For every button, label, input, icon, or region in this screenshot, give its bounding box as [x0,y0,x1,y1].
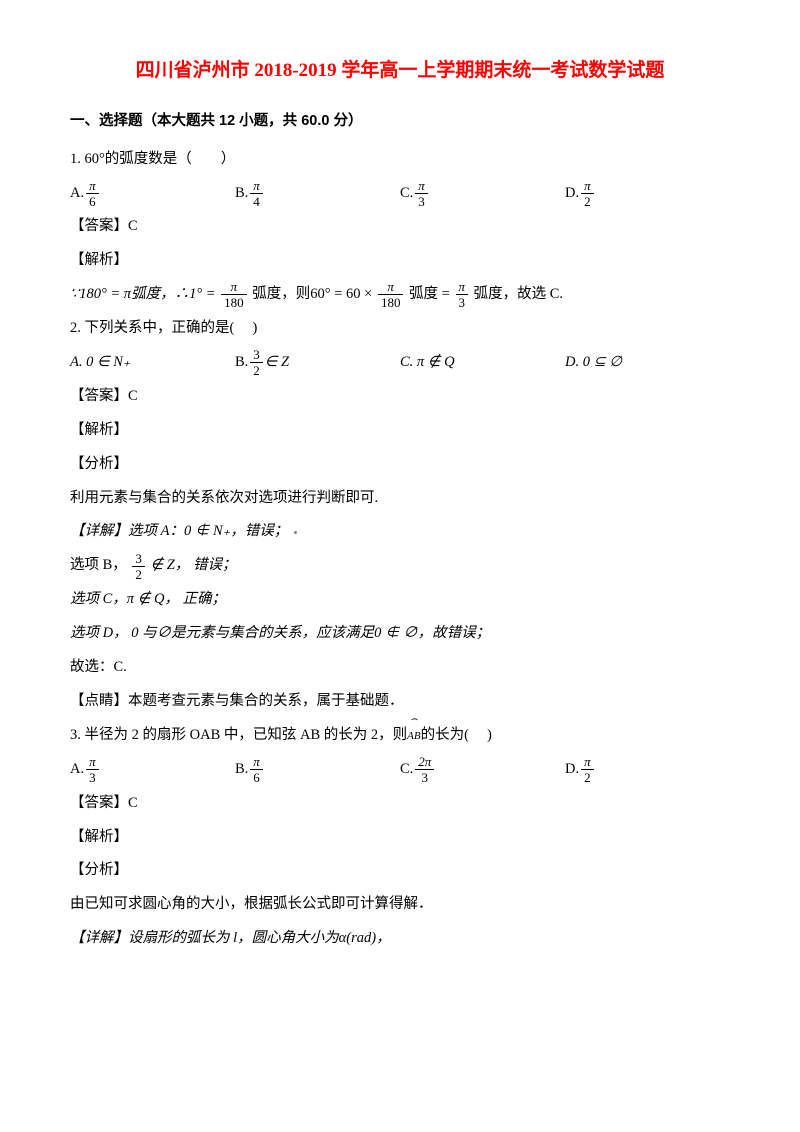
fraction: π 4 [250,179,263,208]
q3-fenxi: 【分析】 [70,855,730,887]
sol-text: 弧度 = [409,286,453,302]
q2-detail-d: 选项 D， 0 与∅是元素与集合的关系，应该满足0 ∉ ∅，故错误； [70,618,730,650]
q1-jiexi: 【解析】 [70,245,730,277]
fraction: 3 2 [132,552,145,581]
q2-dianjing: 【点睛】本题考查元素与集合的关系，属于基础题． [70,686,730,718]
fraction: π 3 [86,755,99,784]
q2-answer: 【答案】C [70,381,730,413]
dot-icon [294,531,297,534]
opt-prefix: D. [565,754,579,786]
denominator: 2 [581,194,594,208]
q2-jiexi: 【解析】 [70,415,730,447]
q2-option-b: B. 3 2 ∈ Z [235,347,400,379]
q2-fenxi: 【分析】 [70,449,730,481]
fraction: π 6 [250,755,263,784]
sol-text: ∵180° = π弧度，∴1° = [70,286,219,302]
detail-text: 【详解】选项 A：0 ∉ N₊，错误； [70,523,288,539]
fraction: 2π 3 [415,755,434,784]
denominator: 3 [415,194,428,208]
numerator: π [221,280,247,295]
q3-detail: 【详解】设扇形的弧长为 l，圆心角大小为α(rad)， [70,923,730,955]
fraction: π 180 [221,280,247,309]
opt-prefix: D. [565,178,579,210]
q2-detail-c: 选项 C，π ∉ Q， 正确； [70,584,730,616]
sol-text: 弧度，则60° = 60 × [252,286,376,302]
numerator: 3 [132,552,145,567]
opt-suffix: ∈ Z [265,347,289,379]
denominator: 3 [415,770,434,784]
q2-detail-a: 【详解】选项 A：0 ∉ N₊，错误； [70,516,730,548]
detail-text: ∉ Z， 错误； [151,557,237,573]
q2-guxuan: 故选：C. [70,652,730,684]
opt-prefix: B. [235,178,248,210]
q1-option-b: B. π 4 [235,178,400,210]
q1-option-a: A. π 6 [70,178,235,210]
fraction: π 6 [86,179,99,208]
arc-ab: AB [407,724,420,748]
q1-options: A. π 6 B. π 4 C. π 3 D. π 2 [70,178,730,210]
q2-stem: 2. 下列关系中，正确的是( ) [70,313,730,345]
opt-prefix: B. [235,754,248,786]
q1-option-c: C. π 3 [400,178,565,210]
numerator: π [378,280,404,295]
q1-solution: ∵180° = π弧度，∴1° = π 180 弧度，则60° = 60 × π… [70,279,730,311]
stem-text: 的长为( ) [421,727,492,743]
numerator: π [86,755,99,770]
q3-options: A. π 3 B. π 6 C. 2π 3 D. π 2 [70,754,730,786]
q3-option-d: D. π 2 [565,754,730,786]
detail-text: 选项 B， [70,557,127,573]
denominator: 4 [250,194,263,208]
numerator: π [250,755,263,770]
q3-option-c: C. 2π 3 [400,754,565,786]
q2-options: A. 0 ∈ N₊ B. 3 2 ∈ Z C. π ∉ Q D. 0 ⊆ ∅ [70,347,730,379]
denominator: 6 [86,194,99,208]
q2-option-c: C. π ∉ Q [400,347,565,379]
numerator: π [456,280,469,295]
q3-jiexi: 【解析】 [70,822,730,854]
section-header: 一、选择题（本大题共 12 小题，共 60.0 分） [70,106,730,138]
numerator: π [250,179,263,194]
numerator: π [415,179,428,194]
opt-prefix: C. [400,754,413,786]
fraction: π 2 [581,755,594,784]
opt-prefix: C. [400,178,413,210]
exam-page: 四川省泸州市 2018-2019 学年高一上学期期末统一考试数学试题 一、选择题… [0,0,800,997]
sol-text: 弧度，故选 C. [474,286,563,302]
opt-prefix: A. [70,178,84,210]
q1-stem: 1. 60°的弧度数是（ ） [70,144,730,176]
denominator: 2 [581,770,594,784]
q2-detail-b: 选项 B， 3 2 ∉ Z， 错误； [70,550,730,582]
opt-prefix: B. [235,347,248,379]
fraction: π 180 [378,280,404,309]
opt-prefix: A. [70,754,84,786]
denominator: 180 [221,295,247,309]
page-title: 四川省泸州市 2018-2019 学年高一上学期期末统一考试数学试题 [70,50,730,92]
numerator: 2π [415,755,434,770]
q3-stem: 3. 半径为 2 的扇形 OAB 中，已知弦 AB 的长为 2，则AB的长为( … [70,720,730,752]
denominator: 2 [132,567,145,581]
denominator: 180 [378,295,404,309]
stem-text: 3. 半径为 2 的扇形 OAB 中，已知弦 AB 的长为 2，则 [70,727,407,743]
fraction: π 2 [581,179,594,208]
denominator: 3 [456,295,469,309]
denominator: 6 [250,770,263,784]
denominator: 2 [250,363,263,377]
q1-option-d: D. π 2 [565,178,730,210]
numerator: π [86,179,99,194]
q3-analysis: 由已知可求圆心角的大小，根据弧长公式即可计算得解． [70,889,730,921]
fraction: π 3 [415,179,428,208]
denominator: 3 [86,770,99,784]
q3-option-a: A. π 3 [70,754,235,786]
q1-answer: 【答案】C [70,211,730,243]
q3-answer: 【答案】C [70,788,730,820]
q2-option-a: A. 0 ∈ N₊ [70,347,235,379]
fraction: π 3 [456,280,469,309]
q2-analysis: 利用元素与集合的关系依次对选项进行判断即可. [70,483,730,515]
numerator: π [581,179,594,194]
q2-option-d: D. 0 ⊆ ∅ [565,347,730,379]
q3-option-b: B. π 6 [235,754,400,786]
numerator: π [581,755,594,770]
numerator: 3 [250,348,263,363]
fraction: 3 2 [250,348,263,377]
